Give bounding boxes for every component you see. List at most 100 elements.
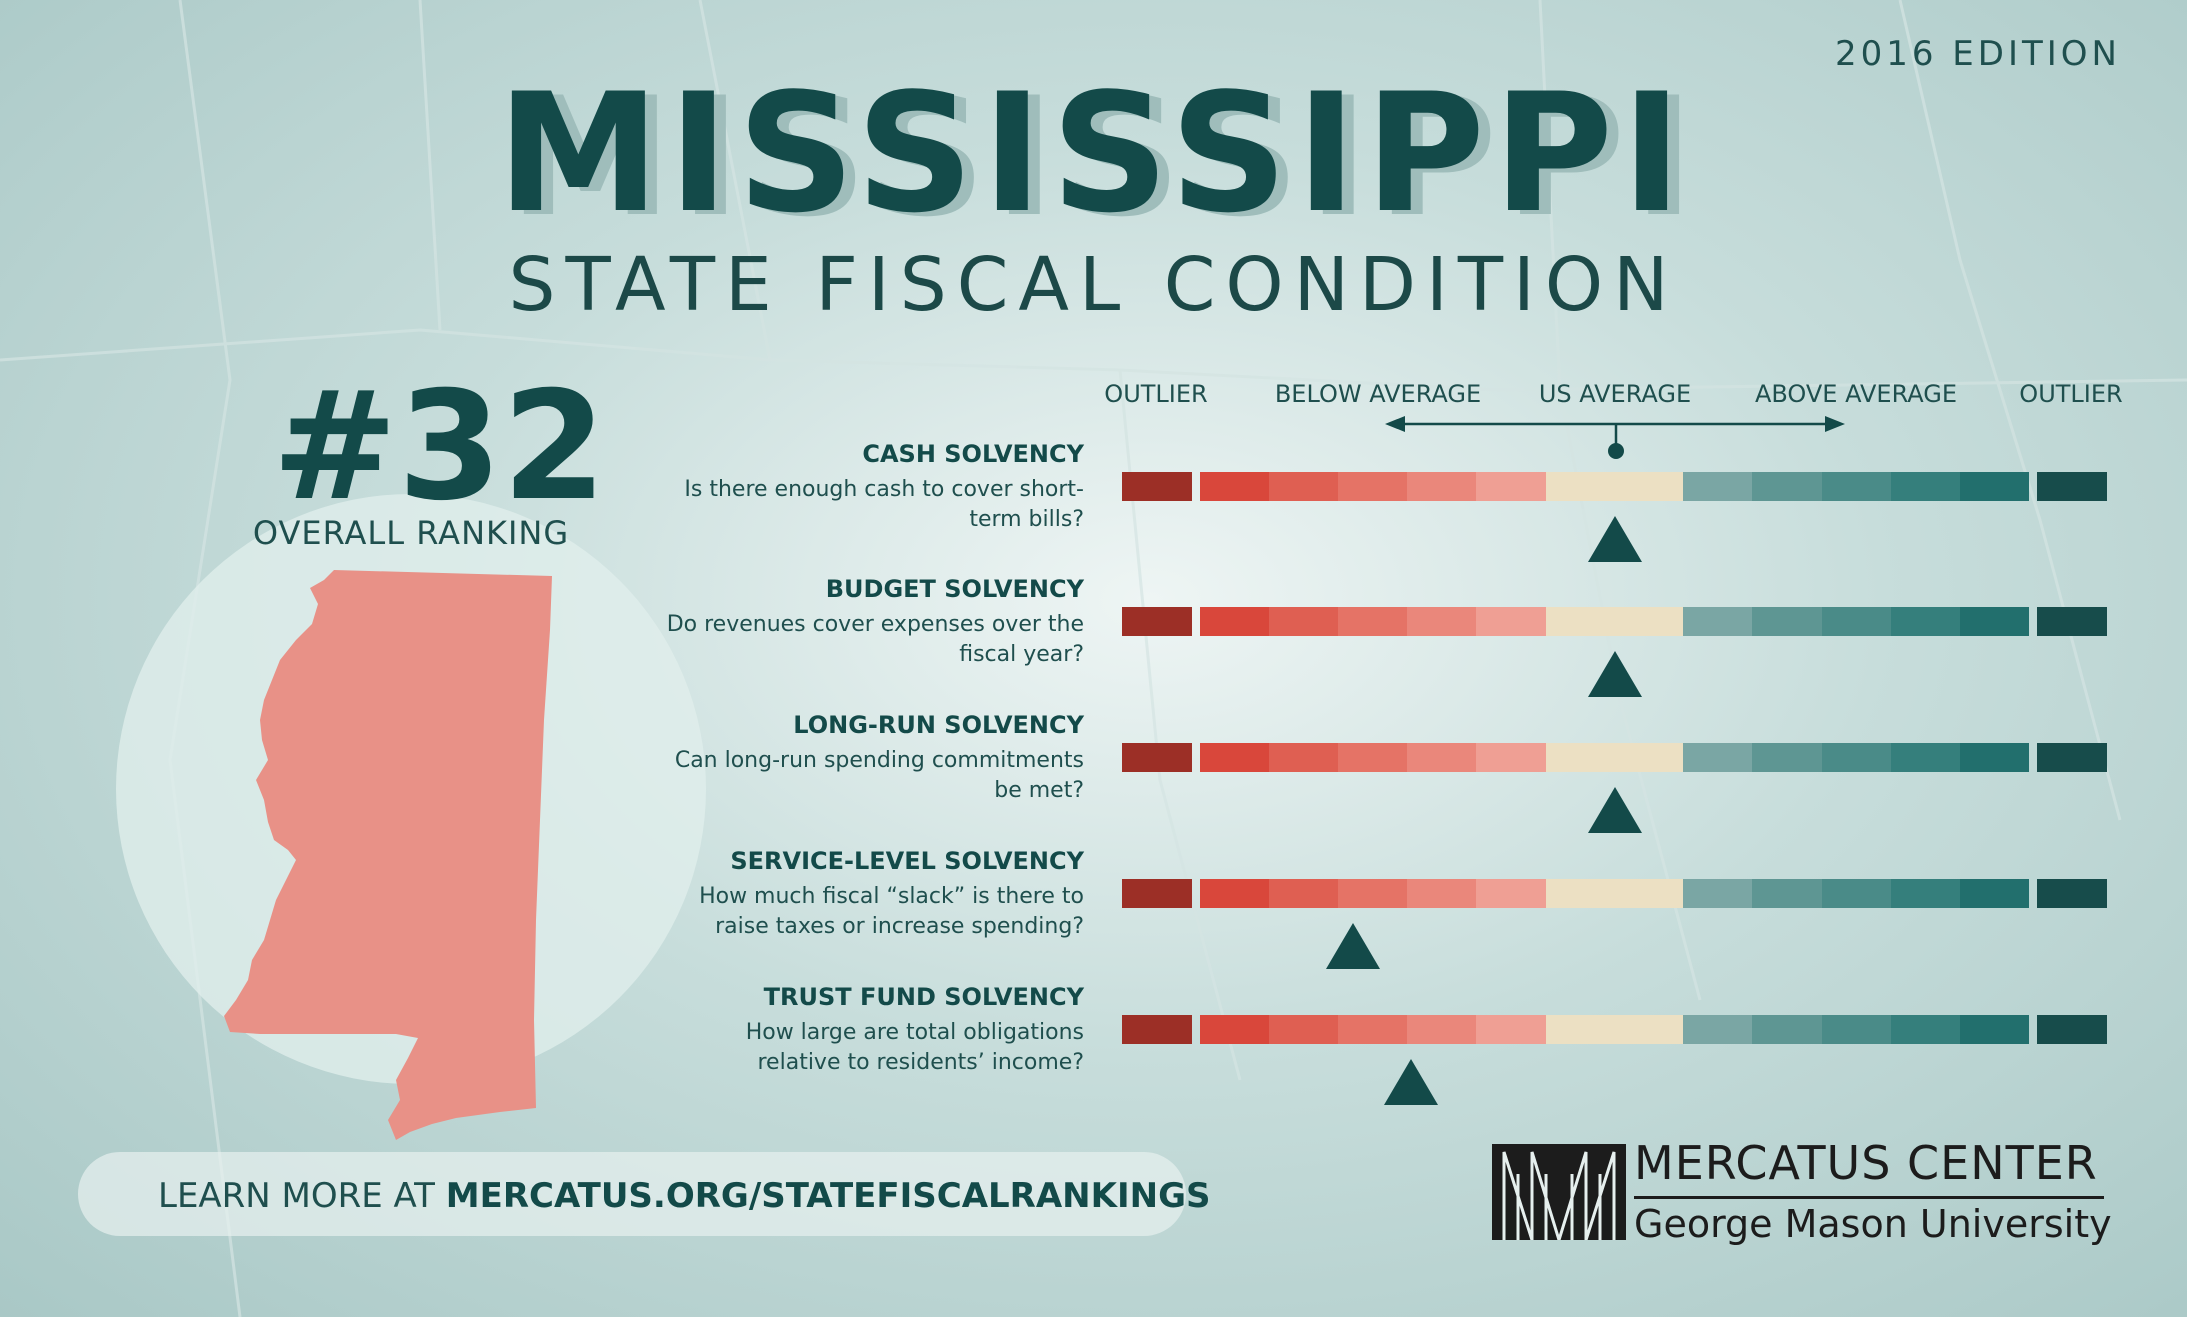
scale-segment: [1122, 607, 1192, 636]
scale-segment: [1891, 743, 1960, 772]
scale-segment: [1200, 607, 1269, 636]
scale-segment: [1683, 743, 1752, 772]
scale-segment: [1407, 472, 1476, 501]
metric-scale-bar: [1122, 472, 2107, 562]
position-marker-icon: [1587, 651, 1642, 697]
scale-segment: [1476, 1015, 1546, 1044]
position-marker-icon: [1326, 923, 1381, 969]
learn-more-text: LEARN MORE AT MERCATUS.ORG/STATEFISCALRA…: [158, 1176, 1210, 1216]
scale-segment: [1546, 1015, 1683, 1044]
metric-title: TRUST FUND SOLVENCY: [763, 983, 1084, 1011]
scale-segment: [1269, 879, 1338, 908]
metric-scale-bar: [1122, 879, 2107, 969]
scale-segment: [1822, 879, 1891, 908]
scale-segment: [1822, 607, 1891, 636]
metric-title: BUDGET SOLVENCY: [825, 575, 1084, 603]
metric-description: How large are total obligations relative…: [745, 1020, 1084, 1075]
mercatus-logo-icon: [1492, 1144, 1626, 1240]
page-title: MISSISSIPPI: [496, 58, 1691, 249]
scale-label-above-average: ABOVE AVERAGE: [1754, 380, 1958, 408]
scale-segment: [1269, 607, 1338, 636]
scale-segment: [1822, 1015, 1891, 1044]
scale-segment: [1891, 879, 1960, 908]
scale-segment: [1752, 879, 1822, 908]
scale-segment: [1546, 472, 1683, 501]
scale-segment: [1407, 607, 1476, 636]
mississippi-map-icon: [224, 570, 552, 1140]
scale-segment: [1338, 1015, 1407, 1044]
metric-row: BUDGET SOLVENCY Do revenues cover expense…: [0, 575, 2187, 697]
metric-description: Can long-run spending commitments be met…: [674, 748, 1084, 803]
metric-description: How much fiscal “slack” is there to rais…: [699, 884, 1084, 939]
scale-segment: [1200, 743, 1269, 772]
logo-subtitle: George Mason University: [1634, 1202, 2112, 1246]
scale-segment: [1200, 472, 1269, 501]
scale-segment: [1891, 1015, 1960, 1044]
scale-segment: [1476, 743, 1546, 772]
scale-arrow-icon: [1385, 416, 1845, 459]
scale-segment: [1752, 607, 1822, 636]
scale-label-us-average: US AVERAGE: [1538, 380, 1692, 408]
scale-segment: [1476, 607, 1546, 636]
scale-segment: [1546, 879, 1683, 908]
scale-segment: [1338, 879, 1407, 908]
metric-row: TRUST FUND SOLVENCY How large are total o…: [0, 983, 2187, 1105]
scale-segment: [1269, 743, 1338, 772]
metric-scale-bar: [1122, 607, 2107, 697]
overall-rank-label: OVERALL RANKING: [252, 514, 570, 552]
scale-segment: [1122, 472, 1192, 501]
learn-more-url[interactable]: MERCATUS.ORG/STATEFISCALRANKINGS: [445, 1176, 1211, 1216]
scale-segment: [1546, 607, 1683, 636]
scale-segment: [1960, 1015, 2029, 1044]
position-marker-icon: [1587, 787, 1642, 833]
position-marker-icon: [1384, 1059, 1439, 1105]
scale-segment: [1960, 743, 2029, 772]
scale-segment: [1122, 743, 1192, 772]
scale-segment: [1752, 1015, 1822, 1044]
metric-title: CASH SOLVENCY: [862, 440, 1084, 468]
page-subtitle: STATE FISCAL CONDITION: [508, 242, 1679, 328]
scale-segment: [1546, 743, 1683, 772]
scale-segment: [1960, 607, 2029, 636]
scale-segment: [2037, 607, 2107, 636]
metric-row: LONG-RUN SOLVENCY Can long-run spending c…: [0, 711, 2187, 833]
scale-segment: [1200, 879, 1269, 908]
scale-segment: [1407, 1015, 1476, 1044]
scale-segment: [1476, 879, 1546, 908]
metric-title: SERVICE-LEVEL SOLVENCY: [730, 847, 1084, 875]
scale-segment: [1407, 743, 1476, 772]
scale-segment: [1200, 1015, 1269, 1044]
metric-description: Do revenues cover expenses over the fisc…: [666, 612, 1084, 667]
scale-segment: [1752, 472, 1822, 501]
scale-segment: [2037, 1015, 2107, 1044]
scale-segment: [1338, 743, 1407, 772]
position-marker-icon: [1587, 516, 1642, 562]
scale-segment: [1476, 472, 1546, 501]
scale-segment: [1822, 472, 1891, 501]
metric-title: LONG-RUN SOLVENCY: [793, 711, 1084, 739]
logo-name: MERCATUS CENTER: [1634, 1136, 2098, 1190]
scale-label-below-average: BELOW AVERAGE: [1274, 380, 1482, 408]
edition-label: 2016 EDITION: [1834, 34, 2121, 74]
scale-segment: [1822, 743, 1891, 772]
learn-more-banner[interactable]: LEARN MORE AT MERCATUS.ORG/STATEFISCALRA…: [78, 1152, 1210, 1236]
scale-segment: [1122, 1015, 1192, 1044]
scale-label-outlier-left: OUTLIER: [1104, 380, 1208, 408]
metric-row: CASH SOLVENCY Is there enough cash to cov…: [0, 440, 2187, 562]
scale-segment: [1960, 472, 2029, 501]
metric-row: SERVICE-LEVEL SOLVENCY How much fiscal “s…: [0, 847, 2187, 969]
scale-segment: [1752, 743, 1822, 772]
metric-scale-bar: [1122, 1015, 2107, 1105]
scale-segment: [1338, 607, 1407, 636]
metric-scale-bar: [1122, 743, 2107, 833]
scale-segment: [1338, 472, 1407, 501]
scale-segment: [2037, 879, 2107, 908]
scale-segment: [1269, 472, 1338, 501]
scale-segment: [1122, 879, 1192, 908]
scale-segment: [2037, 472, 2107, 501]
learn-more-prefix: LEARN MORE AT: [158, 1176, 446, 1216]
scale-label-outlier-right: OUTLIER: [2019, 380, 2123, 408]
scale-segment: [1269, 1015, 1338, 1044]
scale-segment: [1683, 472, 1752, 501]
